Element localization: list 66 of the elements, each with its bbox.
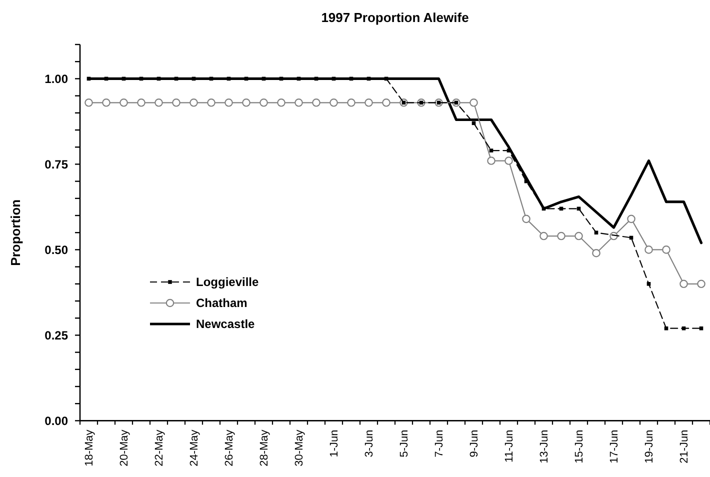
x-tick-label: 20-May <box>118 429 131 466</box>
x-tick-label: 21-Jun <box>678 430 691 464</box>
point <box>382 98 390 107</box>
y-tick-label: 0.25 <box>44 328 68 342</box>
point <box>680 280 688 288</box>
legend-label: Newcastle <box>196 317 256 332</box>
x-tick-label: 13-Jun <box>538 430 551 464</box>
point <box>646 282 651 286</box>
point <box>470 98 478 107</box>
point <box>224 98 233 107</box>
y-axis-title: Proportion <box>8 199 23 266</box>
x-tick-label: 15-Jun <box>574 430 586 464</box>
legend-label: Chatham <box>196 296 248 310</box>
x-tick-label: 3-Jun <box>364 430 376 458</box>
x-tick-label: 5-Jun <box>398 430 411 458</box>
point <box>697 280 706 288</box>
point <box>294 98 303 107</box>
legend-label: Loggieville <box>196 275 260 290</box>
point <box>699 326 704 330</box>
point <box>277 98 286 107</box>
x-tick-label: 11-Jun <box>504 430 516 463</box>
y-tick-label: 0.00 <box>44 414 68 428</box>
x-tick-label: 17-Jun <box>608 430 621 464</box>
point <box>137 98 146 107</box>
point <box>522 214 530 224</box>
point <box>594 230 598 234</box>
point <box>506 148 511 152</box>
point <box>120 98 128 107</box>
chart-title: 1997 Proportion Alewife <box>321 10 469 25</box>
point <box>154 98 163 107</box>
point <box>190 98 198 107</box>
x-tick-label: 28-May <box>258 429 271 466</box>
x-tick-label: 18-May <box>84 429 96 466</box>
point <box>504 156 513 165</box>
point <box>260 98 268 107</box>
point <box>364 98 373 107</box>
point <box>682 326 686 330</box>
point <box>489 148 494 152</box>
point <box>242 98 250 107</box>
point <box>207 98 216 107</box>
point <box>627 214 636 224</box>
point <box>592 248 600 258</box>
y-tick-label: 0.75 <box>44 157 68 172</box>
x-tick-label: 22-May <box>154 429 166 466</box>
point <box>330 98 338 107</box>
point <box>662 246 670 254</box>
point <box>664 326 668 330</box>
y-tick-label: 1.00 <box>44 72 68 86</box>
x-tick-label: 7-Jun <box>434 430 446 458</box>
point <box>102 98 110 107</box>
x-tick-label: 24-May <box>188 429 201 466</box>
point <box>487 156 496 165</box>
point <box>644 246 653 254</box>
x-tick-label: 19-Jun <box>644 430 656 464</box>
point <box>557 232 566 240</box>
x-tick-label: 30-May <box>294 429 306 466</box>
y-tick-label: 0.50 <box>44 242 68 257</box>
point <box>172 98 180 107</box>
x-tick-label: 1-Jun <box>328 430 341 458</box>
x-tick-label: 26-May <box>224 429 236 466</box>
point <box>540 232 548 240</box>
x-tick-label: 9-Jun <box>468 430 481 458</box>
point <box>84 98 93 107</box>
point <box>312 98 320 107</box>
point <box>347 98 356 107</box>
point <box>574 232 583 240</box>
